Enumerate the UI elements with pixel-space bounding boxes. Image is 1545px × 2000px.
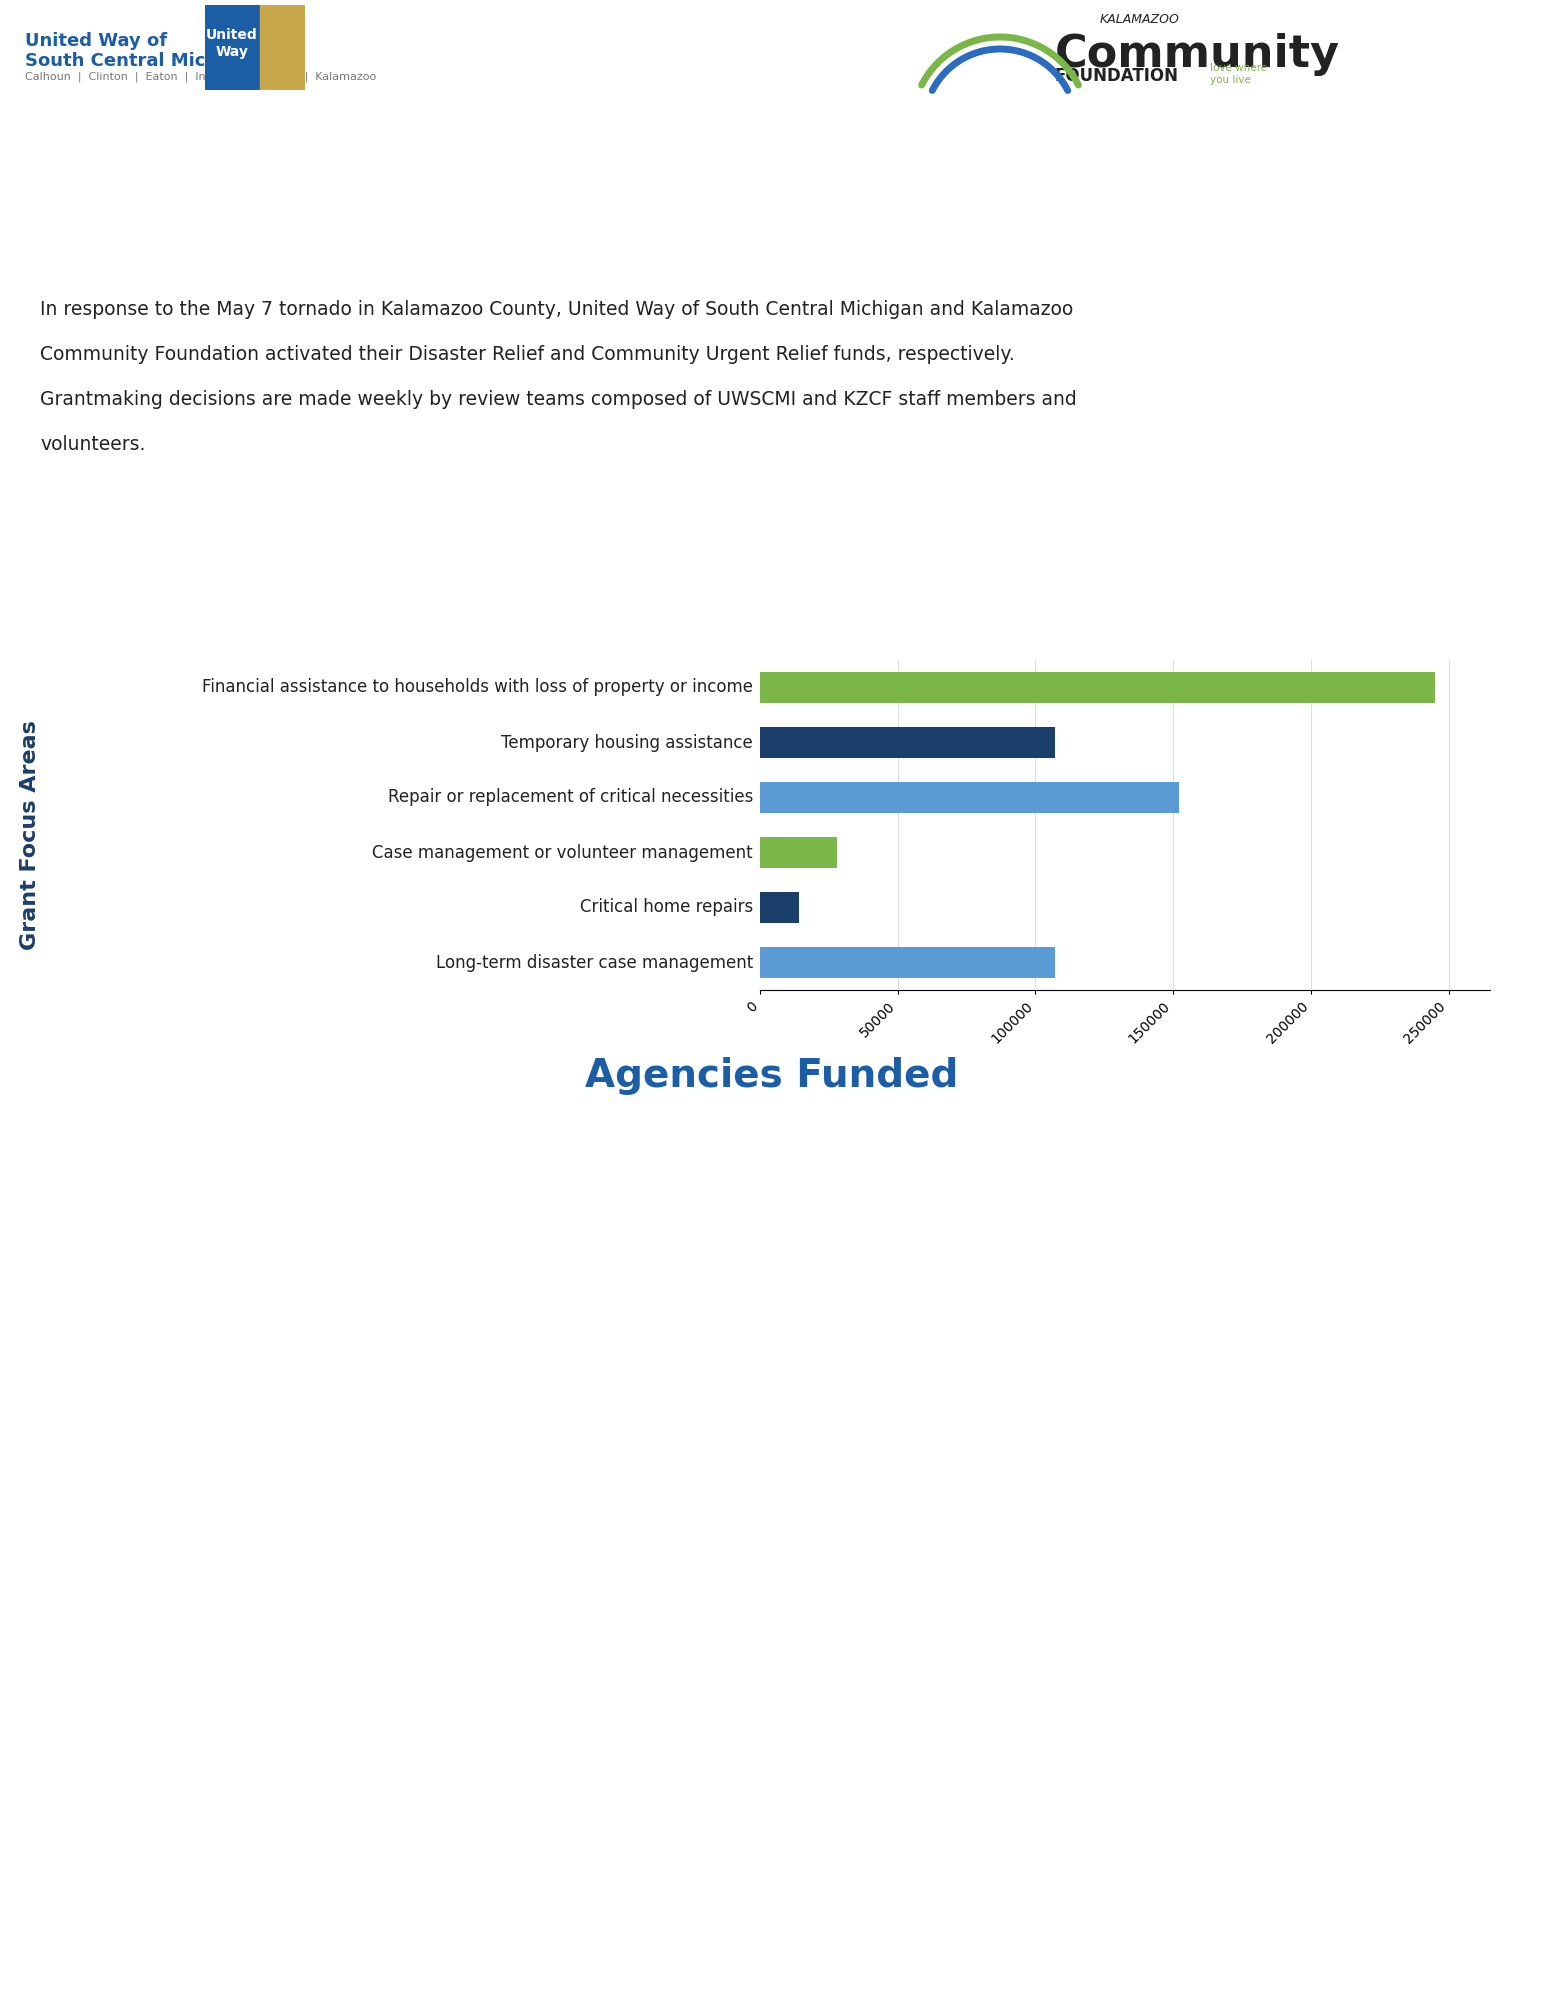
Text: Temporary housing assistance: Temporary housing assistance <box>501 734 752 752</box>
Text: •  Kalamazoo Gospel Ministries: • Kalamazoo Gospel Ministries <box>134 1736 459 1756</box>
Bar <box>760 948 1055 978</box>
Text: KALAMAZOO: KALAMAZOO <box>1100 12 1180 26</box>
Text: Long-term disaster case management: Long-term disaster case management <box>436 954 752 972</box>
Text: United Way of: United Way of <box>25 32 167 50</box>
Text: In response to the May 7 tornado in Kalamazoo County, United Way of South Centra: In response to the May 7 tornado in Kala… <box>40 300 1074 318</box>
Text: Critical home repairs: Critical home repairs <box>579 898 752 916</box>
Bar <box>760 782 1179 812</box>
Bar <box>760 672 1435 702</box>
Text: Case management or volunteer management: Case management or volunteer management <box>372 844 752 862</box>
Text: South Central Michigan: South Central Michigan <box>25 52 261 70</box>
Text: •  Community Homeworks: • Community Homeworks <box>134 1356 411 1376</box>
Text: •  Helping Other People Exceed Through Navigation: • Helping Other People Exceed Through Na… <box>134 1584 677 1604</box>
Text: Community: Community <box>1055 32 1340 76</box>
Text: Grantmaking decisions are made weekly by review teams composed of UWSCMI and KZC: Grantmaking decisions are made weekly by… <box>40 390 1077 410</box>
Text: volunteers.: volunteers. <box>40 436 145 454</box>
Text: •  After the Storm: • After the Storm <box>134 1204 321 1224</box>
Text: •  American Red Cross of Southwest Michigan: • American Red Cross of Southwest Michig… <box>134 1280 612 1300</box>
Text: love where
you live: love where you live <box>1210 64 1267 84</box>
Text: •  Housing Resources, Inc.: • Housing Resources, Inc. <box>134 1660 409 1680</box>
Bar <box>760 728 1055 758</box>
Text: Total raised: $871,589: Total raised: $871,589 <box>511 574 862 602</box>
Text: Community Foundation activated their Disaster Relief and Community Urgent Relief: Community Foundation activated their Dis… <box>40 344 1015 364</box>
Text: •  Gryphon Place: • Gryphon Place <box>134 1508 312 1528</box>
Text: Grant Focus Areas: Grant Focus Areas <box>20 720 40 950</box>
Text: Calhoun  |  Clinton  |  Eaton  |  Ingham  |  Jackson  |  Kalamazoo: Calhoun | Clinton | Eaton | Ingham | Jac… <box>25 72 377 82</box>
Text: Agencies Funded: Agencies Funded <box>586 1056 959 1096</box>
Text: •  South County Community Services: • South County Community Services <box>134 1888 524 1908</box>
Bar <box>760 838 837 868</box>
Text: Financial assistance to households with loss of property or income: Financial assistance to households with … <box>202 678 752 696</box>
Text: Repair or replacement of critical necessities: Repair or replacement of critical necess… <box>388 788 752 806</box>
Text: Total disbursed: $604,691: Total disbursed: $604,691 <box>403 506 972 544</box>
Bar <box>260 6 304 90</box>
Text: •  Portage Community Center: • Portage Community Center <box>134 1812 445 1832</box>
Text: Way: Way <box>216 44 249 58</box>
Text: •  Goodwill Industries of Southwestern Michigan: • Goodwill Industries of Southwestern Mi… <box>134 1432 637 1452</box>
Text: United: United <box>205 28 258 42</box>
Text: FOUNDATION: FOUNDATION <box>1055 66 1179 84</box>
Bar <box>205 6 260 90</box>
Text: Tornado Relief Expenditures: Tornado Relief Expenditures <box>151 136 1168 200</box>
Bar <box>760 892 799 922</box>
Text: As of August 1, 2024: As of August 1, 2024 <box>1222 220 1440 240</box>
